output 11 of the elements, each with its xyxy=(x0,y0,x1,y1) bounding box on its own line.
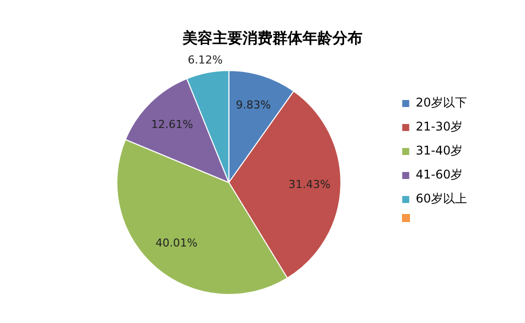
legend-label: 20岁以下 xyxy=(416,96,468,110)
data-label: 12.61% xyxy=(151,118,194,132)
legend-label: 41-60岁 xyxy=(416,168,463,182)
legend-label: 31-40岁 xyxy=(416,144,463,158)
data-label: 31.43% xyxy=(288,178,330,192)
legend-label: 21-30岁 xyxy=(416,120,463,134)
legend-label: 60岁以上 xyxy=(416,192,468,206)
data-label: 6.12% xyxy=(188,54,223,67)
chart-title: 美容主要消费群体年龄分布 xyxy=(182,28,362,47)
data-label: 40.01% xyxy=(155,236,198,250)
data-label: 9.83% xyxy=(236,98,271,112)
